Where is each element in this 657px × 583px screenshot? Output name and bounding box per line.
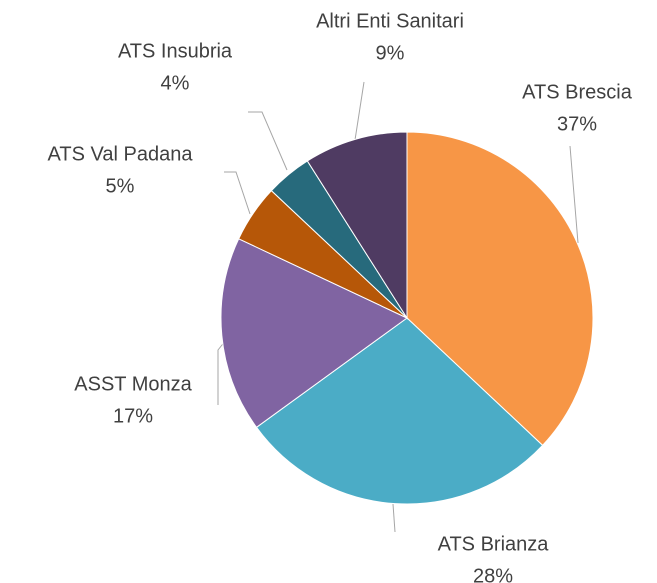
pie-slice [406, 131, 594, 447]
slice-value-label: 4% [161, 72, 190, 94]
leader-lines [217, 81, 579, 533]
leader-line [248, 111, 288, 171]
pie-slice [220, 238, 408, 429]
leader-line [392, 503, 396, 533]
slice-label: ATS Insubria [118, 40, 233, 62]
pie-slice [306, 131, 408, 320]
slice-label: ASST Monza [74, 373, 192, 395]
slice-label: ATS Brianza [438, 533, 550, 555]
slice-label: Altri Enti Sanitari [316, 10, 464, 32]
pie-slice [255, 317, 544, 505]
slice-label: ATS Brescia [522, 81, 633, 103]
slice-value-label: 28% [473, 565, 513, 583]
leader-line [569, 145, 579, 244]
leader-line [354, 81, 365, 141]
leader-line [224, 171, 251, 215]
slice-label: ATS Val Padana [48, 143, 194, 165]
slice-value-label: 9% [376, 42, 405, 64]
slice-value-label: 5% [106, 175, 135, 197]
slice-value-label: 37% [557, 113, 597, 135]
slice-value-label: 17% [113, 405, 153, 427]
